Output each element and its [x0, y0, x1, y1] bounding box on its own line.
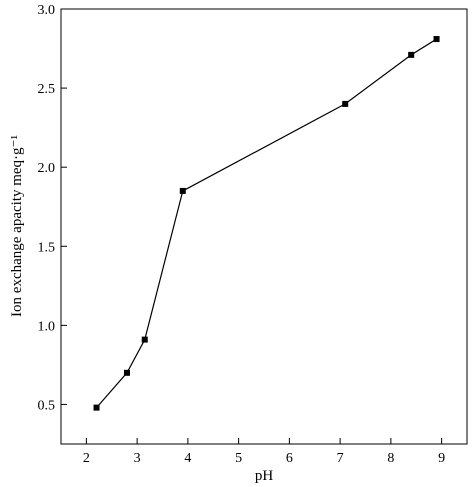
y-tick-label: 1.5 — [38, 240, 56, 255]
y-tick-label: 3.0 — [38, 3, 56, 18]
y-tick-label: 2.0 — [38, 161, 56, 176]
series-layer — [93, 36, 440, 411]
data-point — [342, 100, 349, 107]
x-axis-ticks: 2 3 4 5 6 7 8 9 — [83, 438, 445, 466]
x-tick-label: 8 — [387, 451, 394, 466]
x-axis-label: pH — [255, 468, 274, 484]
series-line — [96, 38, 437, 409]
y-axis-ticks: 0.5 1.0 1.5 2.0 2.5 3.0 — [38, 3, 67, 413]
data-point — [433, 36, 440, 43]
data-point — [141, 336, 148, 343]
data-point — [123, 369, 130, 376]
y-tick-label: 2.5 — [38, 82, 56, 97]
x-tick-label: 9 — [438, 451, 445, 466]
y-tick-label: 1.0 — [38, 319, 56, 334]
y-tick-label: 0.5 — [38, 398, 56, 413]
x-tick-label: 4 — [184, 451, 191, 466]
y-axis-label: Ion exchange apacity meq·g⁻¹ — [9, 135, 25, 317]
plot-frame — [60, 8, 468, 445]
x-tick-label: 7 — [337, 451, 344, 466]
x-tick-label: 2 — [83, 451, 90, 466]
plot-frame-group — [60, 8, 468, 445]
data-point — [93, 404, 100, 411]
x-tick-label: 6 — [286, 451, 293, 466]
data-point — [408, 51, 415, 58]
data-point — [179, 187, 186, 194]
x-tick-label: 5 — [235, 451, 242, 466]
x-tick-label: 3 — [134, 451, 141, 466]
